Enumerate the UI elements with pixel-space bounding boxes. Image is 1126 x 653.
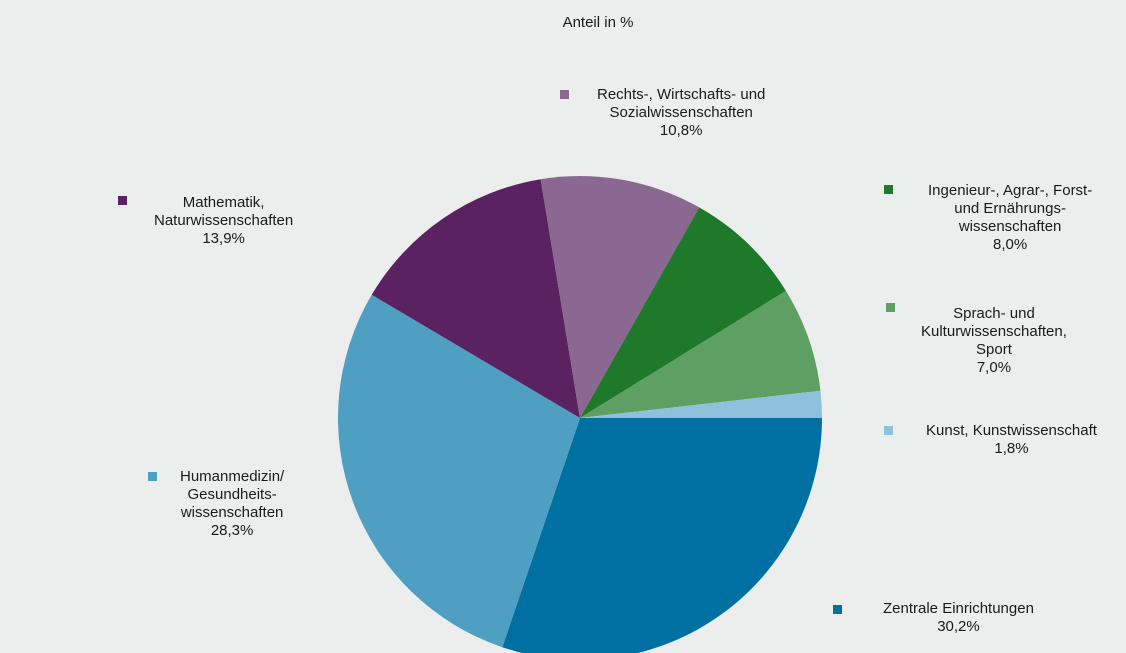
- slice-label-line: Ingenieur-, Agrar-, Forst-: [928, 182, 1093, 199]
- legend-swatch-mathe: [118, 196, 127, 205]
- slice-label-line: Gesundheits-: [187, 486, 277, 503]
- slice-label-line: Sport: [976, 341, 1012, 358]
- pie-slice-human: [337, 294, 580, 648]
- legend-swatch-zentral: [833, 605, 842, 614]
- slice-value-kunst: 1,8%: [994, 440, 1029, 457]
- pie-slice-rechts: [540, 175, 700, 418]
- slice-label-line: Zentrale Einrichtungen: [883, 600, 1034, 617]
- slice-label-ingenieur: Ingenieur-, Agrar-, Forst-und Ernährungs…: [928, 182, 1092, 254]
- slice-label-line: Rechts-, Wirtschafts- und: [597, 86, 766, 103]
- slice-label-line: Mathematik,: [182, 194, 265, 211]
- pie-slice-ingenieur: [580, 207, 786, 418]
- legend-swatch-sprach: [886, 303, 895, 312]
- slice-label-human: Humanmedizin/Gesundheits-wissenschaften 2…: [180, 468, 284, 540]
- slice-label-line: Sprach- und: [953, 305, 1035, 322]
- slice-label-mathe: Mathematik, Naturwissenschaften 13,9%: [154, 194, 293, 248]
- pie-slice-zentral: [502, 418, 822, 653]
- slice-label-line: wissenschaften: [180, 504, 284, 521]
- legend-swatch-rechts: [560, 90, 569, 99]
- slice-label-line: Kunst, Kunstwissenschaft: [926, 422, 1097, 439]
- slice-value-mathe: 13,9%: [202, 230, 245, 247]
- slice-value-zentral: 30,2%: [937, 618, 980, 635]
- pie-slice-kunst: [580, 390, 822, 418]
- slice-label-line: Kulturwissenschaften,: [921, 323, 1067, 340]
- chart-title: Anteil in %: [562, 14, 634, 31]
- slice-label-sprach: Sprach- und Kulturwissenschaften, Sport 7,0…: [921, 305, 1067, 377]
- slice-value-rechts: 10,8%: [659, 122, 703, 139]
- slice-value-human: 28,3%: [210, 522, 254, 539]
- pie-slice-mathe: [371, 179, 580, 418]
- slice-label-line: Humanmedizin/: [180, 468, 285, 485]
- legend-swatch-kunst: [884, 426, 893, 435]
- slice-label-line: und Ernährungs-: [954, 200, 1066, 217]
- legend-swatch-human: [148, 472, 157, 481]
- slice-label-kunst: Kunst, Kunstwissenschaft 1,8%: [926, 422, 1097, 458]
- slice-label-line: Sozialwissenschaften: [609, 104, 753, 121]
- slice-value-sprach: 7,0%: [976, 359, 1012, 376]
- legend-swatch-ingenieur: [884, 185, 893, 194]
- slice-value-ingenieur: 8,0%: [993, 236, 1028, 253]
- slice-label-rechts: Rechts-, Wirtschafts- und Sozialwissensch…: [597, 86, 765, 140]
- slice-label-line: Naturwissenschaften: [154, 212, 294, 229]
- slice-label-line: wissenschaften: [958, 218, 1062, 235]
- slice-label-zentral: Zentrale Einrichtungen 30,2%: [883, 600, 1034, 636]
- pie-slice-sprach: [580, 290, 821, 418]
